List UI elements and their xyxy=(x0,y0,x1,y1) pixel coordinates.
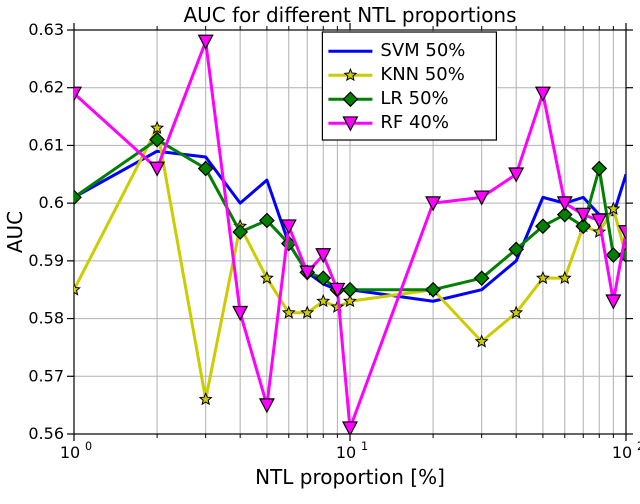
y-tick-label: 0.62 xyxy=(28,78,64,97)
legend-entry: KNN 50% xyxy=(380,64,464,85)
y-tick-label: 0.61 xyxy=(28,135,64,154)
svg-text:1: 1 xyxy=(361,440,368,453)
y-axis-label: AUC xyxy=(3,211,27,253)
legend-entry: LR 50% xyxy=(380,88,448,109)
chart-svg: 1001011020.560.570.580.590.60.610.620.63… xyxy=(0,0,640,504)
legend: SVM 50% KNN 50% LR 50% RF 40% xyxy=(322,32,496,140)
y-tick-label: 0.56 xyxy=(28,424,64,443)
svg-text:0: 0 xyxy=(85,440,92,453)
svg-text:10: 10 xyxy=(60,443,80,462)
legend-entry: RF 40% xyxy=(380,112,449,133)
y-tick-label: 0.6 xyxy=(39,193,64,212)
y-tick-label: 0.58 xyxy=(28,309,64,328)
y-tick-label: 0.59 xyxy=(28,251,64,270)
svg-text:10: 10 xyxy=(336,443,356,462)
legend-entry: SVM 50% xyxy=(380,40,465,61)
x-axis-label: NTL proportion [%] xyxy=(255,465,445,489)
y-tick-label: 0.63 xyxy=(28,20,64,39)
auc-chart: 1001011020.560.570.580.590.60.610.620.63… xyxy=(0,0,640,504)
svg-text:10: 10 xyxy=(612,443,632,462)
chart-title: AUC for different NTL proportions xyxy=(183,3,516,27)
y-tick-label: 0.57 xyxy=(28,366,64,385)
